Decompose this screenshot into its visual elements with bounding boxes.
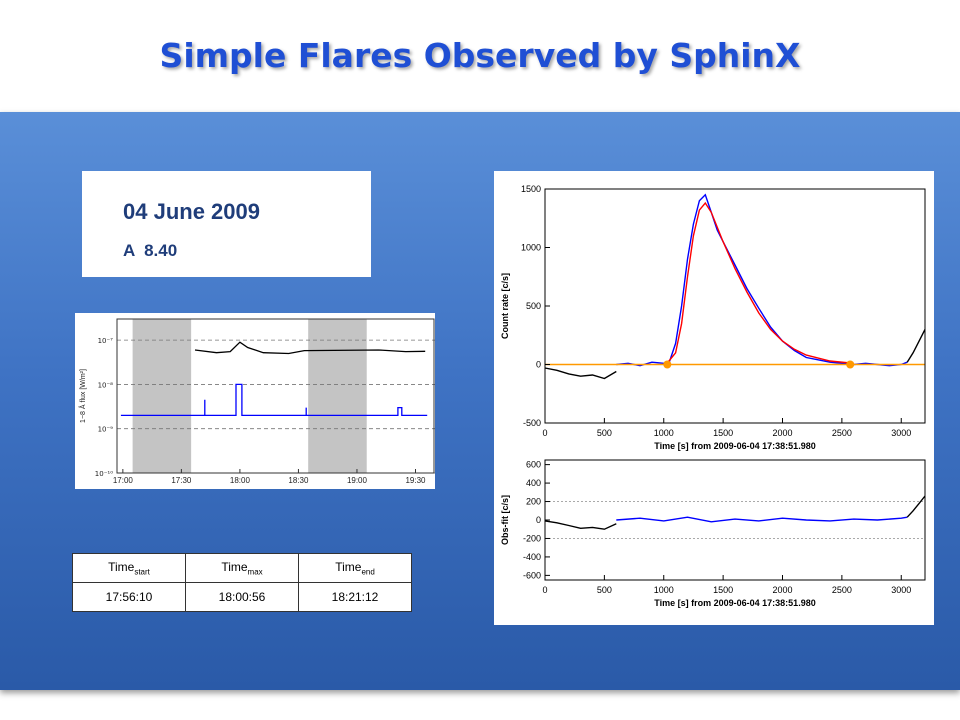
- residual-y-tick-label: 0: [536, 515, 541, 525]
- count-rate-y-tick-label: 1000: [521, 243, 541, 253]
- count-rate-x-tick-label: 1500: [713, 428, 733, 438]
- residual-y-tick-label: 600: [526, 460, 541, 470]
- residual-x-tick-label: 2500: [832, 585, 852, 595]
- header-time-end: Timeend: [298, 553, 412, 583]
- y-tick-label: 10⁻⁹: [98, 426, 114, 434]
- count-rate-marker: [663, 360, 672, 369]
- value-time-end: 18:21:12: [298, 582, 412, 612]
- residual-x-tick-label: 1500: [713, 585, 733, 595]
- header-time-max: Timemax: [185, 553, 299, 583]
- count-rate-x-tick-label: 3000: [891, 428, 911, 438]
- series-line-0: [194, 341, 426, 355]
- count-rate-y-tick-label: 500: [526, 301, 541, 311]
- count-rate-series-line-2: [906, 329, 926, 363]
- count-rate-marker: [846, 360, 855, 369]
- table-row: 17:56:10 18:00:56 18:21:12: [72, 582, 412, 612]
- y-tick-label: 10⁻⁷: [98, 337, 114, 345]
- count-rate-x-tick-label: 0: [542, 428, 547, 438]
- count-rate-y-tick-label: -500: [523, 418, 541, 428]
- count-rate-plot-frame: [544, 188, 926, 424]
- y-axis-label: 1−8 Å flux [W/m²]: [78, 369, 87, 423]
- residual-x-tick-label: 500: [597, 585, 612, 595]
- shaded-interval-0: [132, 319, 192, 473]
- value-time-start: 17:56:10: [72, 582, 186, 612]
- residual-y-axis-label: Obs-fit [c/s]: [500, 495, 510, 545]
- residual-y-tick-label: -200: [523, 533, 541, 543]
- flare-class: A 8.40: [123, 241, 178, 260]
- x-tick-label: 18:30: [288, 476, 309, 485]
- count-rate-x-tick-label: 2000: [772, 428, 792, 438]
- residual-y-tick-label: -600: [523, 570, 541, 580]
- goes-flux-chart: 10⁻¹⁰ 10⁻⁹ 10⁻⁸ 10⁻⁷ 17:00 17:30 18:00 18:30 19:…: [75, 313, 435, 489]
- count-rate-series-line-3: [665, 201, 854, 365]
- x-tick-label: 17:00: [113, 476, 134, 485]
- residual-x-tick-label: 3000: [891, 585, 911, 595]
- residual-x-tick-label: 0: [542, 585, 547, 595]
- plot-frame: [116, 318, 435, 474]
- goes-flux-svg: 10⁻¹⁰ 10⁻⁹ 10⁻⁸ 10⁻⁷ 17:00 17:30 18:00 18:30 19:…: [78, 318, 435, 485]
- flare-times-table: Timestart Timemax Timeend 17:56:10 18:00…: [72, 553, 412, 612]
- residual-series-line-2: [906, 495, 926, 518]
- y-tick-label: 10⁻¹⁰: [95, 470, 113, 478]
- residual-y-tick-label: 200: [526, 497, 541, 507]
- series-line-1: [120, 383, 428, 417]
- table-header-row: Timestart Timemax Timeend: [72, 553, 412, 583]
- header-time-start: Timestart: [72, 553, 186, 583]
- x-tick-label: 19:30: [405, 476, 426, 485]
- count-rate-series-line-0: [544, 367, 617, 380]
- count-rate-x-tick-label: 2500: [832, 428, 852, 438]
- x-tick-label: 19:00: [347, 476, 368, 485]
- count-rate-x-axis-label: Time [s] from 2009-06-04 17:38:51.980: [654, 441, 815, 451]
- slide-title: Simple Flares Observed by SphinX: [159, 36, 801, 75]
- x-tick-label: 17:30: [171, 476, 192, 485]
- x-tick-label: 18:00: [230, 476, 251, 485]
- residual-y-tick-label: -400: [523, 552, 541, 562]
- residual-x-tick-label: 2000: [772, 585, 792, 595]
- count-rate-y-axis-label: Count rate [c/s]: [500, 273, 510, 339]
- count-rate-x-tick-label: 1000: [654, 428, 674, 438]
- residual-x-axis-label: Time [s] from 2009-06-04 17:38:51.980: [654, 598, 815, 608]
- count-rate-y-tick-label: 0: [536, 360, 541, 370]
- residual-x-tick-label: 1000: [654, 585, 674, 595]
- count-rate-x-tick-label: 500: [597, 428, 612, 438]
- y-tick-label: 10⁻⁸: [98, 381, 114, 389]
- flare-info-box: 04 June 2009 A 8.40: [82, 171, 371, 277]
- residual-y-tick-label: 400: [526, 478, 541, 488]
- residual-series-line-0: [544, 520, 617, 530]
- flare-date: 04 June 2009: [123, 199, 260, 224]
- sphinx-lightcurve-figure: 0 500 1000 1500 2000 2500 3000 -500 0 500 1000 1500…: [494, 171, 934, 625]
- sphinx-lightcurve-svg: 0 500 1000 1500 2000 2500 3000-500050010001500…: [500, 184, 926, 608]
- count-rate-series-line-1: [616, 193, 908, 367]
- value-time-max: 18:00:56: [185, 582, 299, 612]
- count-rate-y-tick-label: 1500: [521, 184, 541, 194]
- residual-series-line-1: [616, 516, 908, 523]
- shaded-interval-1: [308, 319, 367, 473]
